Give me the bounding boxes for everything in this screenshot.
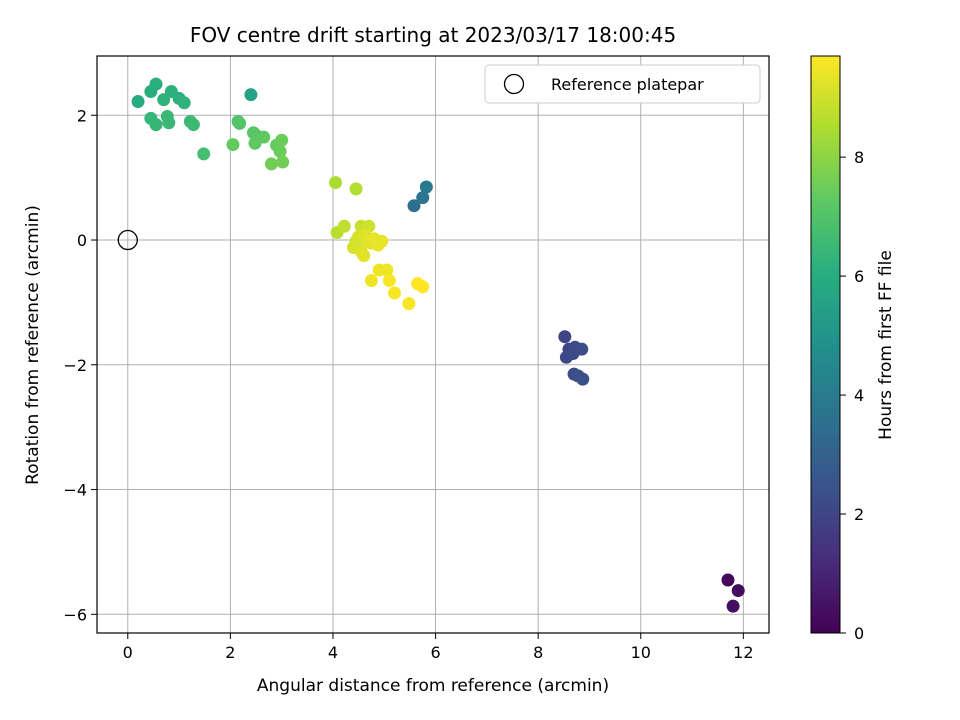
scatter-point	[419, 180, 433, 194]
scatter-point	[576, 372, 590, 386]
colorbar	[810, 55, 841, 634]
colorbar-tick-label: 2	[854, 505, 864, 524]
scatter-point	[364, 274, 378, 288]
scatter-point	[197, 147, 211, 161]
scatter-point	[233, 116, 247, 130]
y-tick-label: −2	[63, 356, 87, 375]
scatter-point	[726, 599, 740, 613]
scatter-point	[357, 249, 371, 263]
y-tick-label: −6	[63, 605, 87, 624]
scatter-point	[264, 157, 278, 171]
x-tick-label: 2	[225, 643, 235, 662]
x-tick-label: 10	[631, 643, 651, 662]
scatter-point	[558, 330, 572, 344]
scatter-point	[149, 118, 163, 132]
legend-label: Reference platepar	[551, 75, 704, 94]
scatter-point	[131, 95, 145, 109]
scatter-point	[382, 274, 396, 288]
scatter-point	[186, 118, 200, 132]
scatter-point	[244, 88, 258, 102]
x-tick-label: 8	[533, 643, 543, 662]
legend-marker	[503, 73, 525, 95]
scatter-point	[329, 176, 343, 190]
scatter-point	[375, 234, 389, 248]
scatter-point	[177, 96, 191, 110]
x-tick-label: 12	[733, 643, 753, 662]
y-axis-label: Rotation from reference (arcmin)	[23, 205, 43, 485]
scatter-point	[575, 342, 589, 356]
x-tick-label: 0	[123, 643, 133, 662]
colorbar-tick-label: 0	[854, 624, 864, 643]
legend: Reference platepar	[484, 64, 761, 104]
scatter-point	[157, 93, 171, 107]
reference-platepar-point	[117, 229, 138, 251]
scatter-point	[226, 138, 240, 152]
scatter-point	[337, 219, 351, 233]
colorbar-label: Hours from first FF file	[876, 250, 896, 440]
axis-ticks: 0 2 4 6 8 10 12 2 0 −2 −4 −6	[63, 106, 753, 662]
x-axis-label: Angular distance from reference (arcmin)	[257, 676, 609, 696]
scatter-point	[248, 136, 262, 150]
scatter-point	[731, 584, 745, 598]
scatter-point	[402, 297, 416, 311]
colorbar-tick-label: 8	[854, 148, 864, 167]
plot-frame	[96, 55, 770, 634]
scatter-point	[349, 182, 363, 196]
colorbar-tick-label: 4	[854, 386, 864, 405]
scatter-point	[162, 116, 176, 130]
colorbar-ticks: 0 2 4 6 8	[840, 148, 864, 643]
grid	[97, 56, 769, 633]
colorbar-tick-label: 6	[854, 267, 864, 286]
x-tick-label: 4	[328, 643, 338, 662]
scatter-point	[149, 77, 163, 91]
x-tick-label: 6	[430, 643, 440, 662]
scatter-point	[721, 573, 735, 587]
scatter-point	[388, 286, 402, 300]
scatter-point	[273, 144, 287, 158]
y-tick-label: −4	[63, 481, 87, 500]
scatter-point	[275, 133, 289, 147]
scatter-point	[380, 263, 394, 277]
scatter-point	[416, 280, 430, 294]
y-tick-label: 0	[77, 231, 87, 250]
scatter-point	[407, 199, 421, 213]
chart-title: FOV centre drift starting at 2023/03/17 …	[190, 23, 676, 47]
scatter-point	[416, 191, 430, 205]
legend-box	[484, 64, 761, 104]
scatter-point	[276, 155, 290, 169]
reference-marker	[117, 229, 138, 251]
data-points	[131, 77, 745, 613]
y-tick-label: 2	[77, 106, 87, 125]
